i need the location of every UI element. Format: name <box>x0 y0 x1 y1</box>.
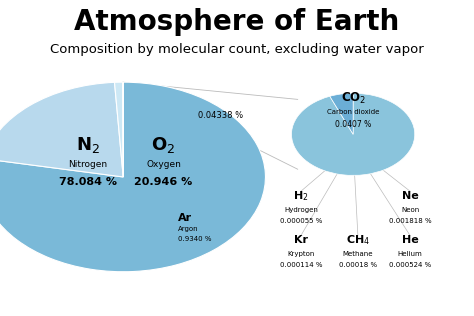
Text: 0.001818 %: 0.001818 % <box>389 218 431 224</box>
Text: O$_2$: O$_2$ <box>151 135 176 155</box>
Wedge shape <box>115 82 123 177</box>
Text: H$_2$: H$_2$ <box>293 189 309 203</box>
Text: 0.9340 %: 0.9340 % <box>178 236 211 241</box>
Text: N$_2$: N$_2$ <box>76 135 100 155</box>
Wedge shape <box>330 93 353 134</box>
Text: Ar: Ar <box>178 213 192 223</box>
Wedge shape <box>0 82 265 272</box>
Text: Hydrogen: Hydrogen <box>284 207 318 213</box>
Text: Atmosphere of Earth: Atmosphere of Earth <box>74 8 400 36</box>
Text: He: He <box>401 235 419 245</box>
Text: Ne: Ne <box>401 191 419 201</box>
Text: Kr: Kr <box>294 235 308 245</box>
Text: CO$_2$: CO$_2$ <box>340 90 366 106</box>
Text: 0.0407 %: 0.0407 % <box>335 120 371 129</box>
Text: 0.000524 %: 0.000524 % <box>389 263 431 268</box>
Text: 0.000114 %: 0.000114 % <box>280 263 322 268</box>
Text: 0.00018 %: 0.00018 % <box>339 263 377 268</box>
Wedge shape <box>292 93 415 175</box>
Text: Oxygen: Oxygen <box>146 160 181 169</box>
Wedge shape <box>0 82 123 177</box>
Text: 78.084 %: 78.084 % <box>59 177 117 187</box>
Text: CH$_4$: CH$_4$ <box>346 233 370 247</box>
Text: 20.946 %: 20.946 % <box>135 177 192 187</box>
Text: Argon: Argon <box>178 226 199 232</box>
Text: Krypton: Krypton <box>287 252 315 257</box>
Text: Helium: Helium <box>398 252 422 257</box>
Text: 0.04338 %: 0.04338 % <box>198 111 243 120</box>
Text: Carbon dioxide: Carbon dioxide <box>327 109 379 115</box>
Text: Neon: Neon <box>401 207 419 213</box>
Text: 0.000055 %: 0.000055 % <box>280 218 322 224</box>
Text: Composition by molecular count, excluding water vapor: Composition by molecular count, excludin… <box>50 43 424 56</box>
Text: Nitrogen: Nitrogen <box>68 160 107 169</box>
Text: Methane: Methane <box>343 252 373 257</box>
